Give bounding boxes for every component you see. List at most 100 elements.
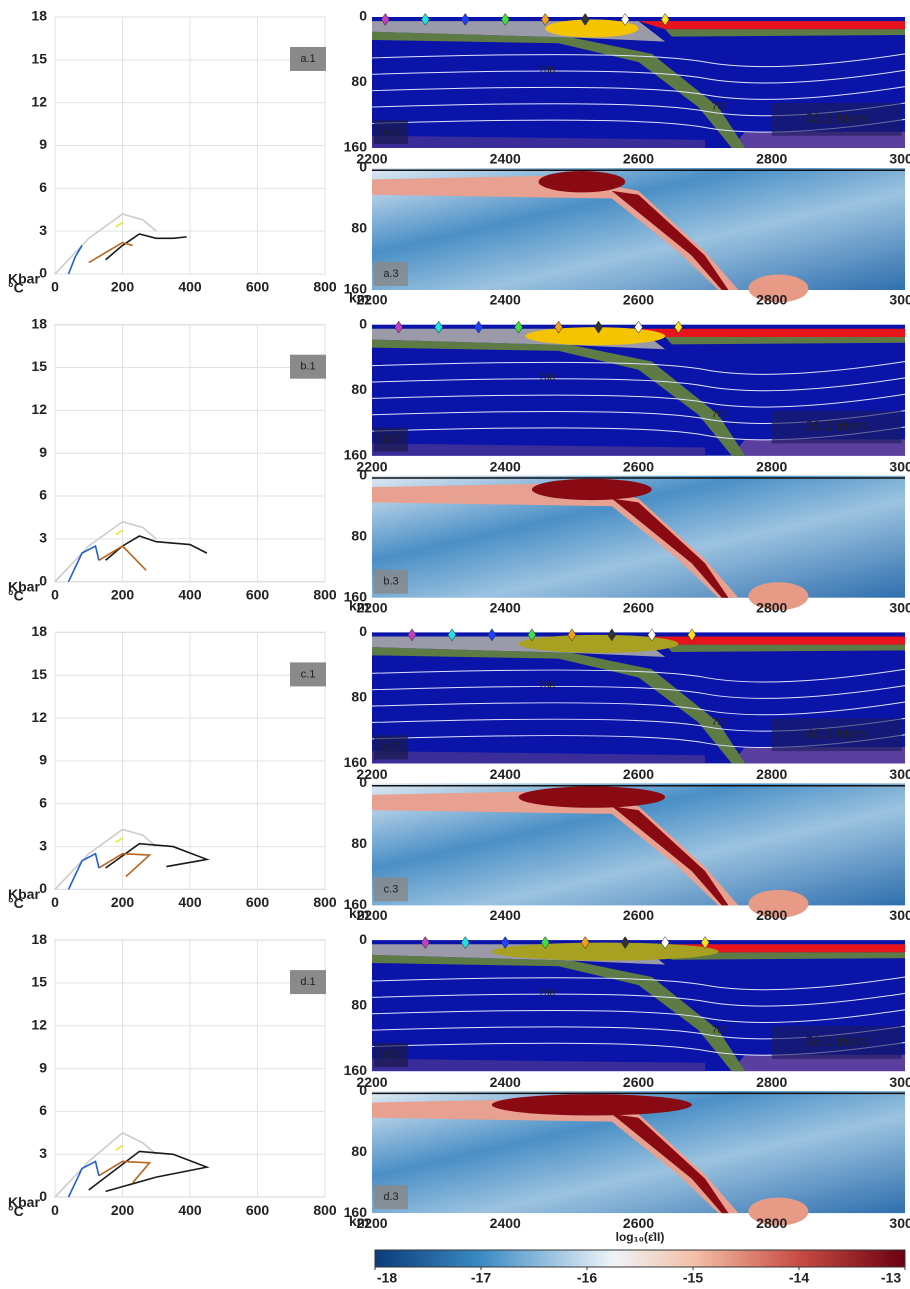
y-tick-label: 15 (31, 974, 47, 990)
crust (639, 21, 906, 29)
panel-label: a.3 (383, 268, 398, 280)
y-tick-label: 12 (31, 1016, 47, 1032)
x-tick-label: 600 (246, 1202, 270, 1218)
y-tick-label: 0 (359, 931, 367, 947)
y-tick-label: 18 (31, 8, 47, 24)
x-tick-label: 2600 (623, 292, 654, 308)
x-tick-label: 400 (178, 279, 202, 295)
panel-label: d.1 (300, 976, 315, 988)
x-tick-label: 200 (111, 1202, 135, 1218)
x-tick-label: 2400 (490, 766, 521, 782)
y-tick-label: 12 (31, 401, 47, 417)
colorbar-tick-label: -14 (789, 1270, 809, 1286)
y-tick-label: 0 (359, 8, 367, 24)
x-tick-label: 2400 (490, 292, 521, 308)
x-tick-label: 400 (178, 1202, 202, 1218)
colorbar-tick-label: -13 (881, 1270, 901, 1286)
x-tick-label: 800 (313, 586, 337, 602)
melt (525, 327, 665, 345)
x-tick-label: 2400 (490, 458, 521, 474)
y-tick-label: 0 (359, 623, 367, 639)
y-tick-label: 12 (31, 709, 47, 725)
y-tick-label: 0 (39, 265, 47, 281)
x-tick-label: 2600 (623, 1074, 654, 1090)
x-axis-label: °C (8, 1203, 24, 1219)
shear-zone (492, 1094, 692, 1115)
x-axis-label: °C (8, 280, 24, 296)
x-tick-label: 3000 (889, 907, 910, 923)
x-tick-label: 2600 (623, 458, 654, 474)
x-tick-label: 2400 (490, 1074, 521, 1090)
y-tick-label: 18 (31, 931, 47, 947)
panel-label: b.1 (300, 361, 315, 373)
x-tick-label: 2800 (756, 458, 787, 474)
model-time: 46.2 Myrs (806, 725, 867, 741)
panel-label: a.1 (300, 53, 315, 65)
contour-label: 700 (712, 717, 729, 728)
x-tick-label: 0 (51, 279, 59, 295)
x-tick-label: 200 (111, 894, 135, 910)
x-tick-label: 200 (111, 279, 135, 295)
y-tick-label: 0 (359, 774, 367, 790)
y-tick-label: 15 (31, 358, 47, 374)
crust (639, 636, 906, 644)
y-tick-label: 0 (359, 1082, 367, 1098)
panel-label: d.2 (383, 1049, 398, 1061)
y-tick-label: 3 (39, 1145, 47, 1161)
y-tick-label: 80 (351, 1143, 367, 1159)
x-tick-label: 2800 (756, 1215, 787, 1231)
x-tick-label: 3000 (889, 151, 910, 167)
y-tick-label: 0 (39, 572, 47, 588)
x-axis-label: °C (8, 895, 24, 911)
y-tick-label: 0 (359, 315, 367, 331)
y-tick-label: 9 (39, 752, 47, 768)
x-axis-label: km (349, 597, 369, 613)
x-tick-label: 2600 (623, 599, 654, 615)
y-tick-label: 6 (39, 487, 47, 503)
x-axis-label: km (349, 1213, 369, 1229)
y-tick-label: 80 (351, 381, 367, 397)
y-tick-label: 6 (39, 179, 47, 195)
melt (519, 635, 679, 653)
x-tick-label: 2400 (490, 151, 521, 167)
colorbar-tick-label: -16 (577, 1270, 597, 1286)
colorbar-tick-label: -17 (471, 1270, 491, 1286)
x-tick-label: 2400 (490, 1215, 521, 1231)
y-tick-label: 6 (39, 794, 47, 810)
y-tick-label: 9 (39, 444, 47, 460)
x-tick-label: 2800 (756, 599, 787, 615)
y-tick-label: 80 (351, 996, 367, 1012)
x-tick-label: 0 (51, 894, 59, 910)
x-tick-label: 3000 (889, 458, 910, 474)
shear-zone (539, 171, 626, 192)
contour-label: 700 (539, 680, 556, 691)
x-tick-label: 2400 (490, 907, 521, 923)
shear-zone (532, 479, 652, 500)
contour-label: 700 (712, 1025, 729, 1036)
y-tick-label: 3 (39, 530, 47, 546)
model-time: 39.2 Myrs (806, 418, 867, 434)
y-tick-label: 0 (39, 880, 47, 896)
panel-label: b.3 (383, 576, 398, 588)
panel-label: c.3 (384, 883, 399, 895)
panel-label: b.2 (383, 434, 398, 446)
y-tick-label: 15 (31, 51, 47, 67)
y-tick-label: 80 (351, 220, 367, 236)
x-tick-label: 600 (246, 586, 270, 602)
figure: 02004006008000369121518Kbar°Ca.170070033… (0, 0, 910, 1289)
x-tick-label: 800 (313, 1202, 337, 1218)
x-tick-label: 2600 (623, 1215, 654, 1231)
x-tick-label: 200 (111, 586, 135, 602)
model-time: 33.2 Myrs (806, 110, 867, 126)
y-tick-label: 18 (31, 623, 47, 639)
x-tick-label: 800 (313, 894, 337, 910)
x-axis-label: km (349, 905, 369, 921)
y-tick-label: 12 (31, 93, 47, 109)
x-tick-label: 2800 (756, 766, 787, 782)
contour-label: 700 (712, 409, 729, 420)
x-axis-label: km (349, 290, 369, 306)
y-tick-label: 0 (359, 159, 367, 175)
x-tick-label: 0 (51, 1202, 59, 1218)
x-axis-label: °C (8, 587, 24, 603)
model-time: 58.1 Myrs (806, 1033, 867, 1049)
